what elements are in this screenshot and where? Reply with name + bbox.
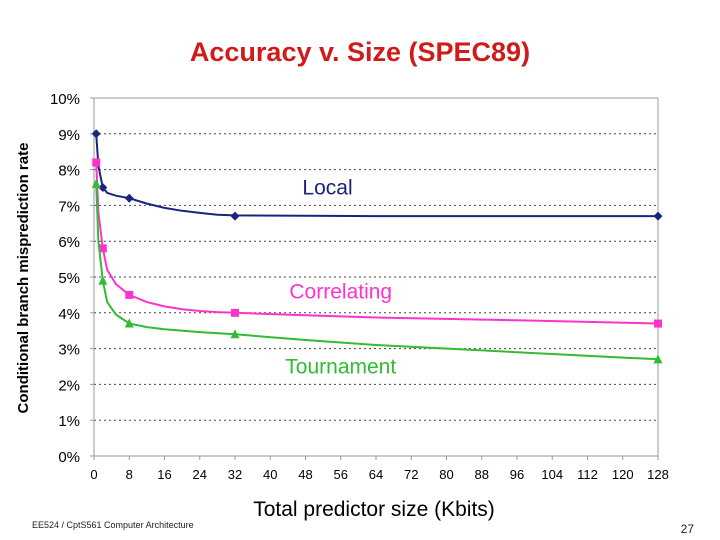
data-point-correlating [92, 158, 101, 167]
data-point-correlating [125, 290, 134, 299]
x-tick-label: 32 [228, 467, 242, 482]
y-tick-label: 9% [58, 127, 80, 144]
series-label-correlating: Correlating [289, 280, 392, 303]
x-tick-labels: 0 8 16 24 32 40 48 56 64 72 80 88 96 104 112 120 128 [90, 467, 668, 482]
gridlines [90, 97, 659, 460]
y-tick-label: 10% [50, 91, 80, 108]
x-tick-label: 56 [334, 467, 348, 482]
y-tick-label: 5% [58, 270, 80, 287]
x-tick-label: 0 [90, 467, 97, 482]
x-tick-label: 88 [475, 467, 489, 482]
data-point-tournament [653, 354, 663, 364]
x-tick-label: 128 [647, 467, 669, 482]
x-tick-label: 112 [577, 467, 598, 482]
x-tick-label: 96 [510, 467, 524, 482]
page-number: 27 [680, 522, 694, 536]
y-tick-label: 7% [58, 198, 80, 215]
y-tick-label: 2% [58, 377, 80, 394]
x-tick-label: 48 [298, 467, 312, 482]
x-tick-label: 8 [126, 467, 133, 482]
plot-frame [93, 97, 659, 457]
x-tick-label: 16 [157, 467, 171, 482]
y-tick-label: 4% [58, 306, 80, 323]
data-point-tournament [124, 318, 134, 328]
x-tick-label: 24 [193, 467, 207, 482]
y-tick-label: 1% [58, 413, 80, 430]
y-tick-label: 8% [58, 163, 80, 180]
course-footer: EE524 / CptS561 Computer Architecture [32, 520, 194, 530]
series-label-local: Local [302, 177, 352, 200]
x-tick-label: 64 [369, 467, 383, 482]
data-point-correlating [231, 308, 239, 317]
x-tick-label: 120 [612, 467, 634, 482]
y-tick-label: 0% [58, 449, 80, 466]
data-point-correlating [654, 319, 662, 328]
x-tick-label: 40 [263, 467, 277, 482]
data-point-local [124, 193, 134, 203]
data-point-local [91, 129, 101, 139]
series-labels: Local Correlating Tournament [285, 177, 396, 379]
series-lines [91, 129, 663, 364]
x-tick-label: 80 [439, 467, 453, 482]
series-label-tournament: Tournament [285, 356, 396, 379]
x-tick-label: 72 [404, 467, 418, 482]
series-line-correlating [95, 162, 659, 325]
data-point-tournament [91, 178, 101, 188]
data-point-correlating [98, 244, 107, 253]
data-point-tournament [98, 275, 108, 285]
y-tick-labels: 0% 1% 2% 3% 4% 5% 6% 7% 8% 9% 10% [50, 91, 80, 466]
series-line-local [95, 133, 658, 218]
data-point-tournament [230, 329, 240, 339]
data-point-local [230, 211, 240, 221]
x-tick-label: 104 [541, 467, 563, 482]
x-axis-label: Total predictor size (Kbits) [253, 498, 495, 521]
y-axis-label: Conditional branch misprediction rate [15, 143, 32, 414]
data-point-local [653, 211, 663, 221]
y-tick-label: 6% [58, 234, 80, 251]
data-point-local [98, 183, 108, 192]
y-tick-label: 3% [58, 342, 80, 359]
slide-title: Accuracy v. Size (SPEC89) [189, 37, 531, 67]
